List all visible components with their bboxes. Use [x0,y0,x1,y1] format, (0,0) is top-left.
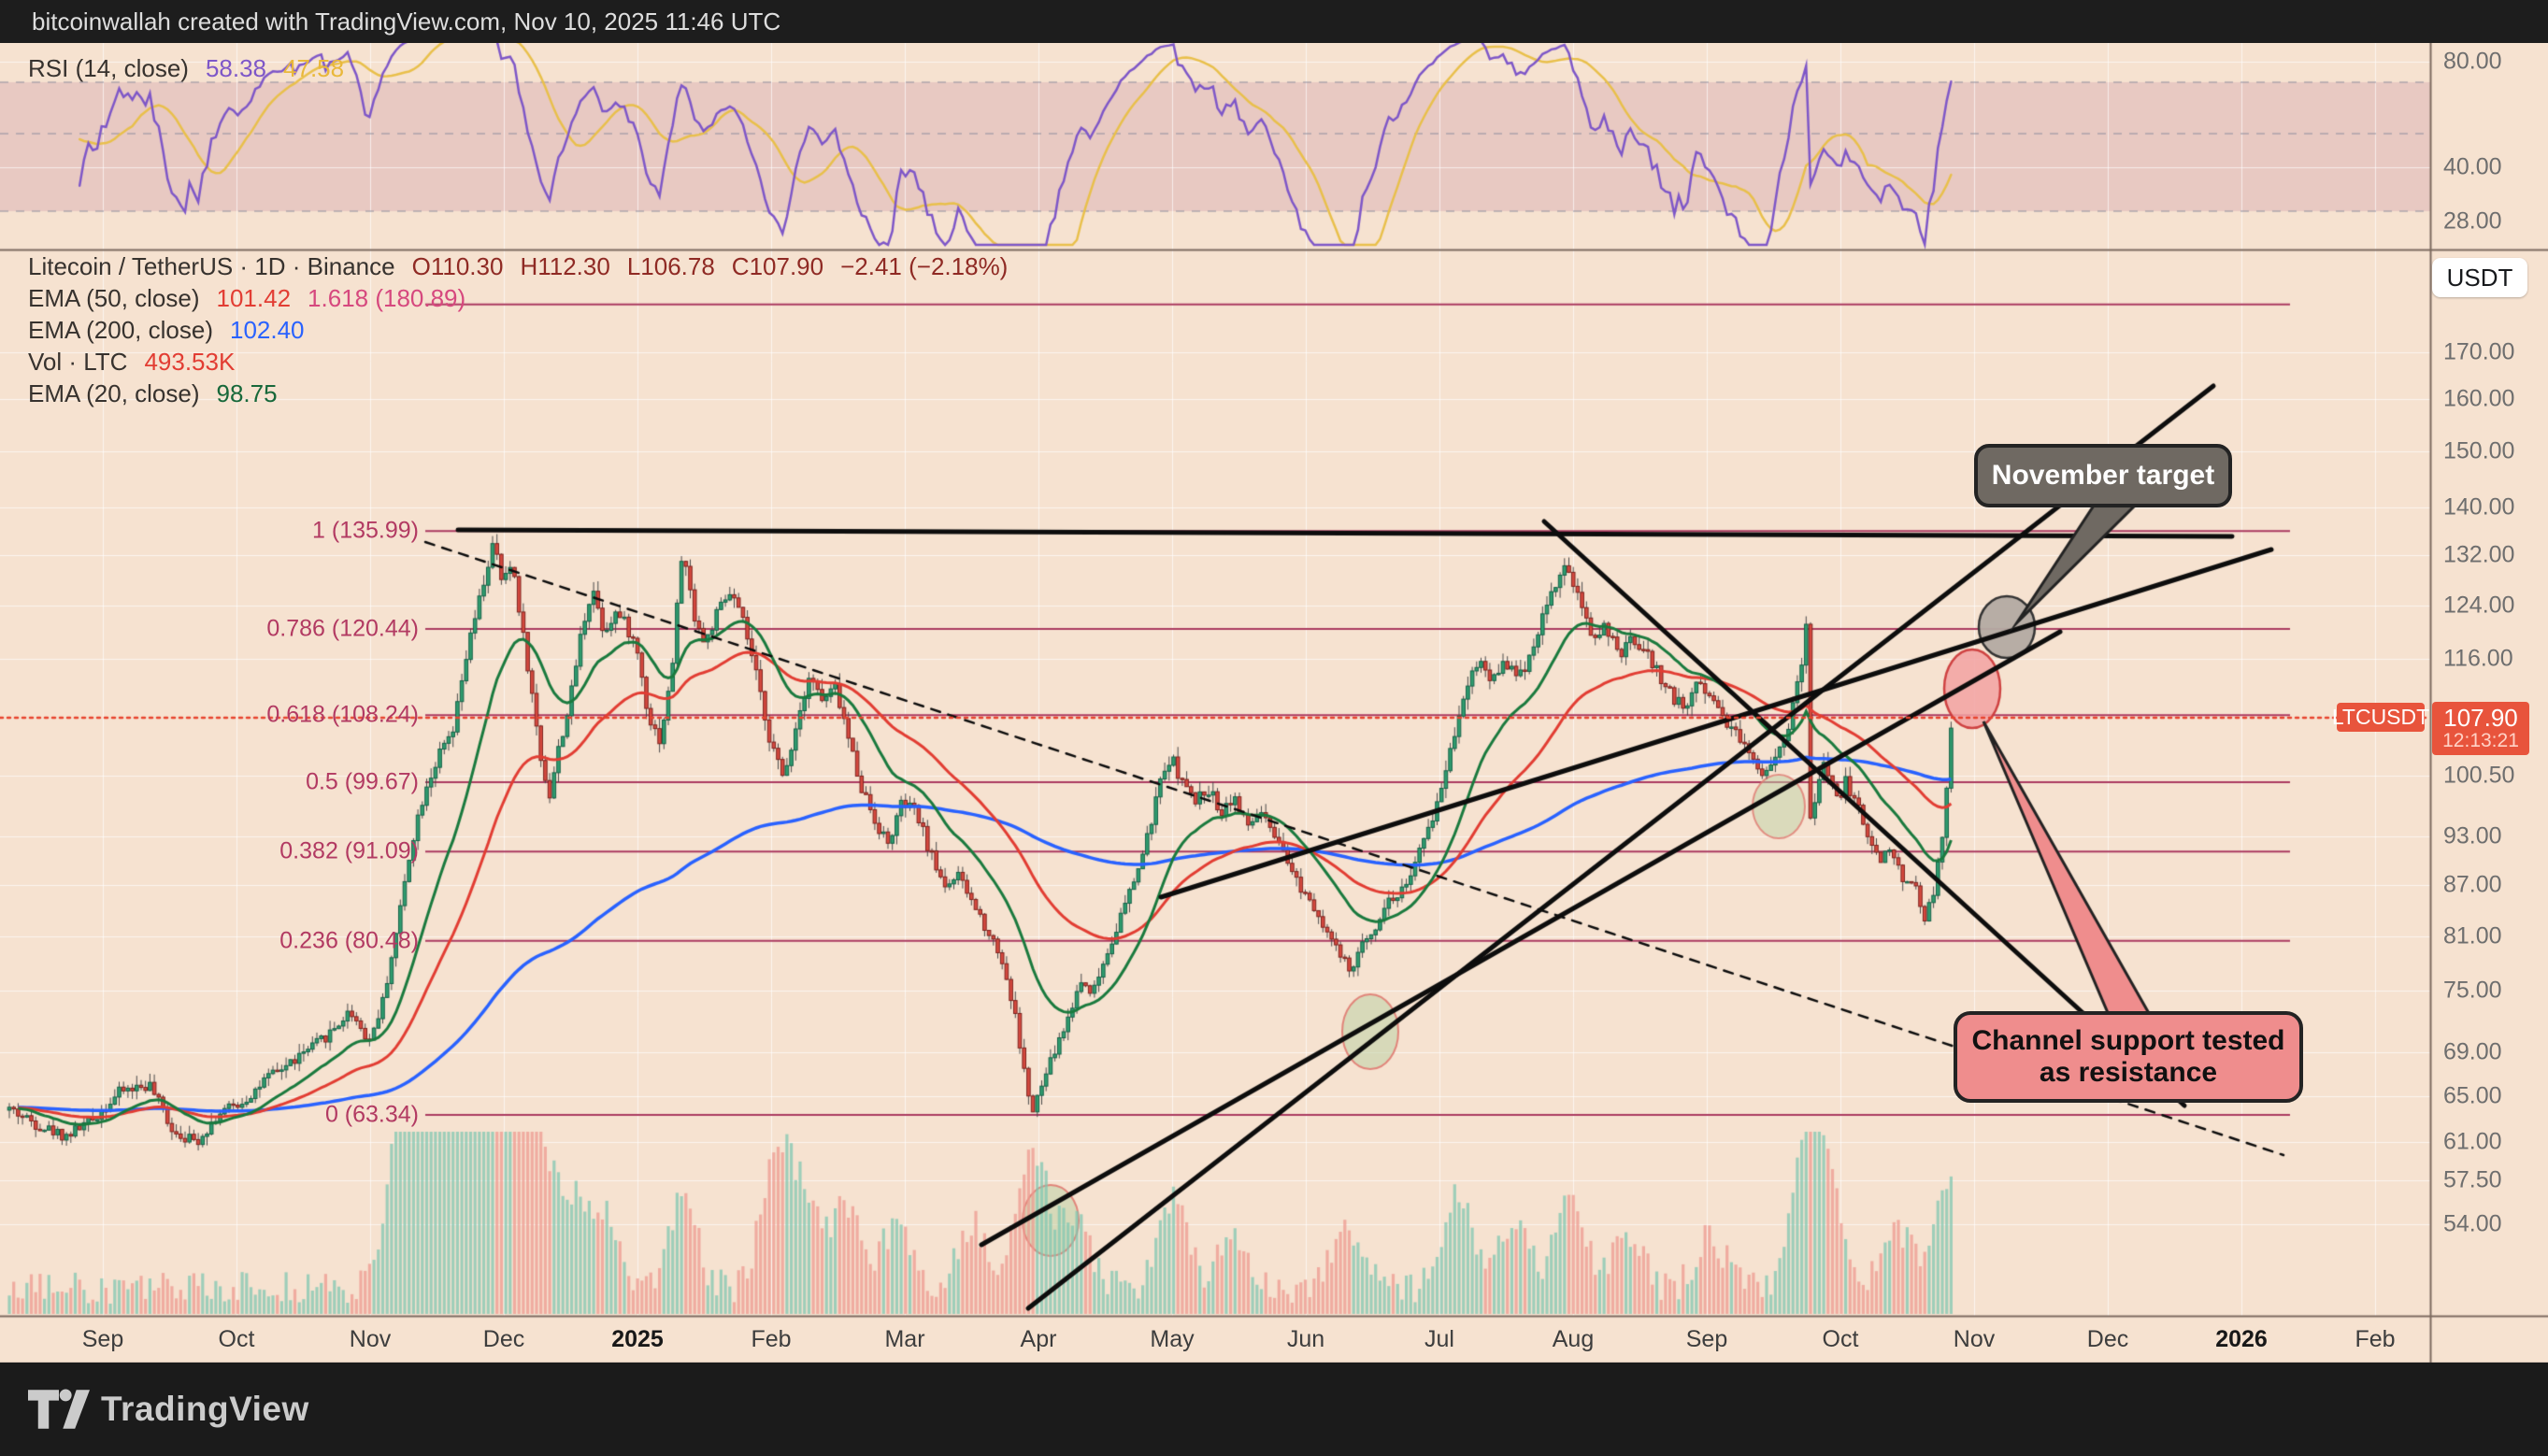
tradingview-logo-icon [28,1389,90,1429]
fib-level-label: 0.618 (108.24) [266,701,419,728]
rsi-label: RSI (14, close) [28,54,189,82]
fib-extension-label: 1.618 (180.89) [308,284,466,312]
price-axis-tick: 54.00 [2443,1210,2502,1237]
time-axis-label: Dec [2086,1326,2129,1352]
ohlc-change: −2.41 (−2.18%) [840,252,1009,280]
ema200-value: 102.40 [229,316,305,344]
time-axis-label: Jul [1424,1326,1454,1352]
ohlc-low: L106.78 [626,252,715,280]
time-axis-label: 2025 [611,1326,664,1352]
fib-level-label: 0.236 (80.48) [279,927,419,954]
time-axis-label: Feb [751,1326,792,1352]
price-axis-tick: 65.00 [2443,1082,2502,1109]
time-axis-label: Feb [2355,1326,2396,1352]
ema20-legend[interactable]: EMA (20, close) 98.75 [28,379,278,408]
ema50-legend[interactable]: EMA (50, close) 101.42 1.618 (180.89) [28,284,465,313]
symbol-price-tag: LTCUSDT [2332,703,2429,732]
time-axis-label: Jun [1286,1326,1325,1352]
price-axis-tick: 124.00 [2443,592,2515,619]
tradingview-brand-text: TradingView [101,1390,309,1428]
fib-level-label: 0.5 (99.67) [306,768,419,795]
time-axis-label: 2026 [2215,1326,2268,1352]
volume-value: 493.53K [144,348,236,376]
time-axis-label: Oct [218,1326,255,1352]
price-axis-tick: 93.00 [2443,822,2502,849]
price-axis-tick: 61.00 [2443,1128,2502,1155]
fib-level-label: 0.382 (91.09) [279,837,419,864]
november-target-text: November target [1991,460,2215,491]
fib-level-label: 0 (63.34) [324,1101,419,1128]
price-axis-tick: 150.00 [2443,437,2515,464]
time-axis-label: Sep [81,1326,124,1352]
rsi-axis-tick: 80.00 [2443,48,2502,75]
november-target-callout: November target [1974,444,2232,507]
bar-countdown: 12:13:21 [2442,730,2519,752]
price-axis-tick: 140.00 [2443,493,2515,521]
rsi-signal-value: 47.58 [283,54,345,82]
time-axis-label: Oct [1822,1326,1859,1352]
ema20-label: EMA (20, close) [28,379,200,407]
time-axis-label: May [1150,1326,1195,1352]
time-axis-label: Mar [884,1326,925,1352]
ema200-label: EMA (200, close) [28,316,213,344]
price-axis-tick: 100.50 [2443,762,2515,789]
currency-toggle-button[interactable]: USDT [2432,258,2527,297]
attribution-bar: bitcoinwallah created with TradingView.c… [0,0,2548,43]
price-axis-tick: 69.00 [2443,1038,2502,1065]
ohlc-close: C107.90 [731,252,824,280]
fib-level-label: 1 (135.99) [312,517,419,544]
ema20-value: 98.75 [216,379,278,407]
price-axis-tick: 160.00 [2443,385,2515,412]
volume-legend[interactable]: Vol · LTC 493.53K [28,348,235,377]
last-price-badge: 107.90 12:13:21 [2432,702,2529,755]
channel-support-callout: Channel support tested as resistance [1954,1011,2303,1103]
rsi-axis-tick: 40.00 [2443,153,2502,180]
price-axis-tick: 81.00 [2443,922,2502,949]
footer-bar: TradingView [0,1363,2548,1456]
price-axis-tick: 75.00 [2443,977,2502,1004]
rsi-axis-tick: 28.00 [2443,207,2502,235]
rsi-legend[interactable]: RSI (14, close) 58.38 47.58 [28,54,344,83]
last-price: 107.90 [2443,703,2518,732]
fib-level-label: 0.786 (120.44) [266,615,419,642]
time-axis-label: Aug [1552,1326,1595,1352]
channel-support-text-line1: Channel support tested [1971,1024,2285,1056]
time-axis-label: Nov [1953,1326,1996,1352]
price-axis-tick: 116.00 [2443,645,2513,672]
time-axis-label: Nov [349,1326,392,1352]
price-axis-tick: 170.00 [2443,338,2515,365]
ema50-value: 101.42 [216,284,292,312]
ohlc-open: O110.30 [411,252,504,280]
time-axis-label: Dec [482,1326,525,1352]
ema50-label: EMA (50, close) [28,284,200,312]
symbol-title: Litecoin / TetherUS · 1D · Binance [28,252,395,280]
price-axis-tick: 57.50 [2443,1166,2502,1193]
rsi-value: 58.38 [205,54,267,82]
channel-support-text-line2: as resistance [2039,1057,2218,1088]
time-axis-label: Apr [1020,1326,1057,1352]
time-axis-label: Sep [1685,1326,1728,1352]
price-axis-tick: 132.00 [2443,541,2515,568]
ohlc-high: H112.30 [520,252,610,280]
price-axis-tick: 87.00 [2443,871,2502,898]
symbol-legend[interactable]: Litecoin / TetherUS · 1D · Binance O110.… [28,252,1008,281]
volume-label: Vol · LTC [28,348,128,376]
ema200-legend[interactable]: EMA (200, close) 102.40 [28,316,305,345]
attribution-text: bitcoinwallah created with TradingView.c… [32,7,781,36]
